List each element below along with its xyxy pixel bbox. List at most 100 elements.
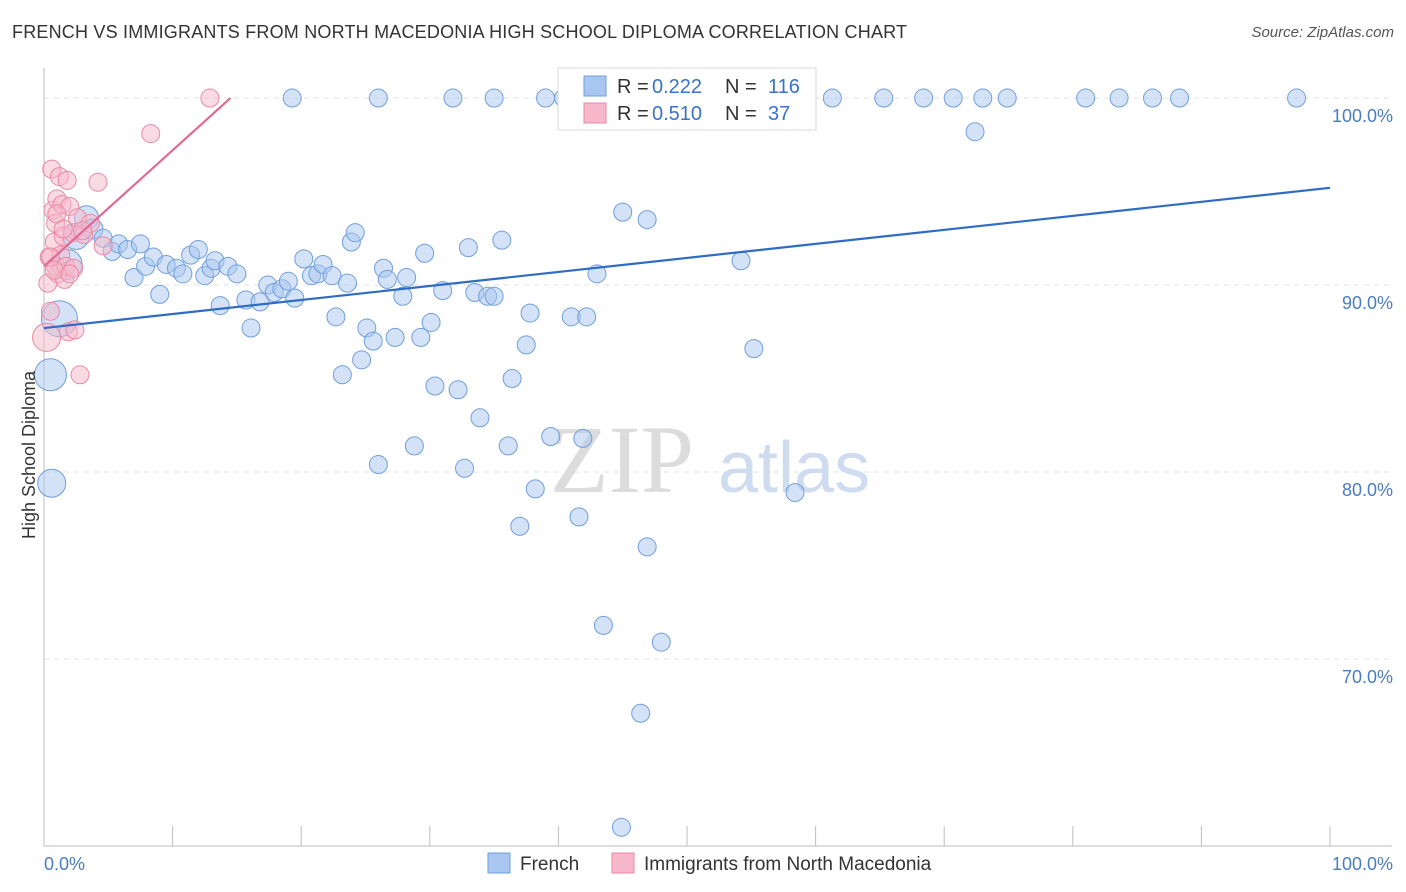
macedonia-point (53, 219, 73, 239)
french-point (33, 358, 67, 392)
french-point (337, 273, 357, 293)
french-point (785, 483, 805, 503)
x-tick-label: 100.0% (1332, 854, 1393, 874)
legend-n-value-macedonia: 37 (768, 103, 790, 125)
macedonia-trend-line (43, 97, 232, 268)
macedonia-point (141, 124, 161, 144)
legend-box: R = 0.222 N = 116 R = 0.510 N = 37 (557, 67, 817, 131)
x-tick-label: 0.0% (44, 854, 85, 874)
macedonia-point (57, 170, 77, 190)
french-point (250, 292, 270, 312)
french-point (525, 479, 545, 499)
french-point (965, 122, 985, 142)
french-point (352, 350, 372, 370)
french-point (1076, 88, 1096, 108)
french-point (385, 327, 405, 347)
watermark-zip: ZIP (550, 406, 694, 513)
french-point (874, 88, 894, 108)
legend-n-label-french: N = (725, 76, 757, 98)
french-point (455, 458, 475, 478)
y-tick-label: 80.0% (1342, 480, 1393, 500)
french-point (516, 335, 536, 355)
french-trend-line (43, 186, 1331, 330)
macedonia-point (70, 365, 90, 385)
french-point (651, 632, 671, 652)
french-point (1143, 88, 1163, 108)
french-point (411, 327, 431, 347)
french-point (448, 380, 468, 400)
bottom-legend-label-french: French (520, 854, 579, 875)
french-point (443, 88, 463, 108)
french-point (484, 88, 504, 108)
legend-r-value-macedonia: 0.510 (652, 103, 702, 125)
bottom-legend-swatch-french (487, 852, 511, 874)
french-point (577, 307, 597, 327)
french-point (377, 269, 397, 289)
french-point (637, 210, 657, 230)
french-point (227, 264, 247, 284)
french-point (1170, 88, 1190, 108)
tick-labels: 100.0% 90.0% 80.0% 70.0% 0.0% 100.0% (44, 106, 1393, 874)
french-point (278, 271, 298, 291)
french-point (37, 468, 67, 498)
bottom-legend-swatch-macedonia (611, 852, 635, 874)
french-point (637, 537, 657, 557)
y-tick-label: 90.0% (1342, 293, 1393, 313)
legend-swatch-french (583, 75, 607, 97)
french-point (611, 817, 631, 837)
legend-swatch-macedonia (583, 102, 607, 124)
y-tick-label: 100.0% (1332, 106, 1393, 126)
french-point (332, 365, 352, 385)
french-point (363, 331, 383, 351)
macedonia-point (40, 301, 60, 321)
french-point (345, 223, 365, 243)
source-label: Source: ZipAtlas.com (1251, 24, 1394, 41)
french-point (573, 428, 593, 448)
french-point (294, 249, 314, 269)
french-point (498, 436, 518, 456)
french-point (458, 238, 478, 258)
y-tick-label: 70.0% (1342, 667, 1393, 687)
french-point (744, 339, 764, 359)
watermark: ZIP atlas (550, 406, 870, 513)
french-point (943, 88, 963, 108)
french-point (973, 88, 993, 108)
french-point (997, 88, 1017, 108)
french-point (425, 376, 445, 396)
macedonia-point (200, 88, 220, 108)
french-point (914, 88, 934, 108)
french-point (502, 369, 522, 389)
french-point (368, 455, 388, 475)
legend-n-label-macedonia: N = (725, 103, 757, 125)
french-point (470, 408, 490, 428)
legend-r-label-french: R = (617, 76, 649, 98)
french-point (130, 234, 150, 254)
french-point (593, 615, 613, 635)
french-point (492, 230, 512, 250)
macedonia-point (32, 322, 62, 352)
axes (43, 68, 1392, 847)
french-point (1287, 88, 1307, 108)
gridlines (44, 97, 1392, 660)
legend-r-label-macedonia: R = (617, 103, 649, 125)
french-point (368, 88, 388, 108)
french-point (421, 312, 441, 332)
macedonia-point (60, 264, 80, 284)
french-point (510, 516, 530, 536)
french-point (569, 507, 589, 527)
french-point (415, 243, 435, 263)
french-point (282, 88, 302, 108)
french-point (520, 303, 540, 323)
french-point (731, 251, 751, 271)
french-point (536, 88, 556, 108)
french-point (1109, 88, 1129, 108)
french-point (188, 240, 208, 260)
french-point (173, 264, 193, 284)
french-point (326, 307, 346, 327)
bottom-legend: French Immigrants from North Macedonia (487, 852, 932, 875)
french-point (150, 284, 170, 304)
french-point (404, 436, 424, 456)
chart-title: FRENCH VS IMMIGRANTS FROM NORTH MACEDONI… (12, 22, 908, 42)
french-point (210, 296, 230, 316)
